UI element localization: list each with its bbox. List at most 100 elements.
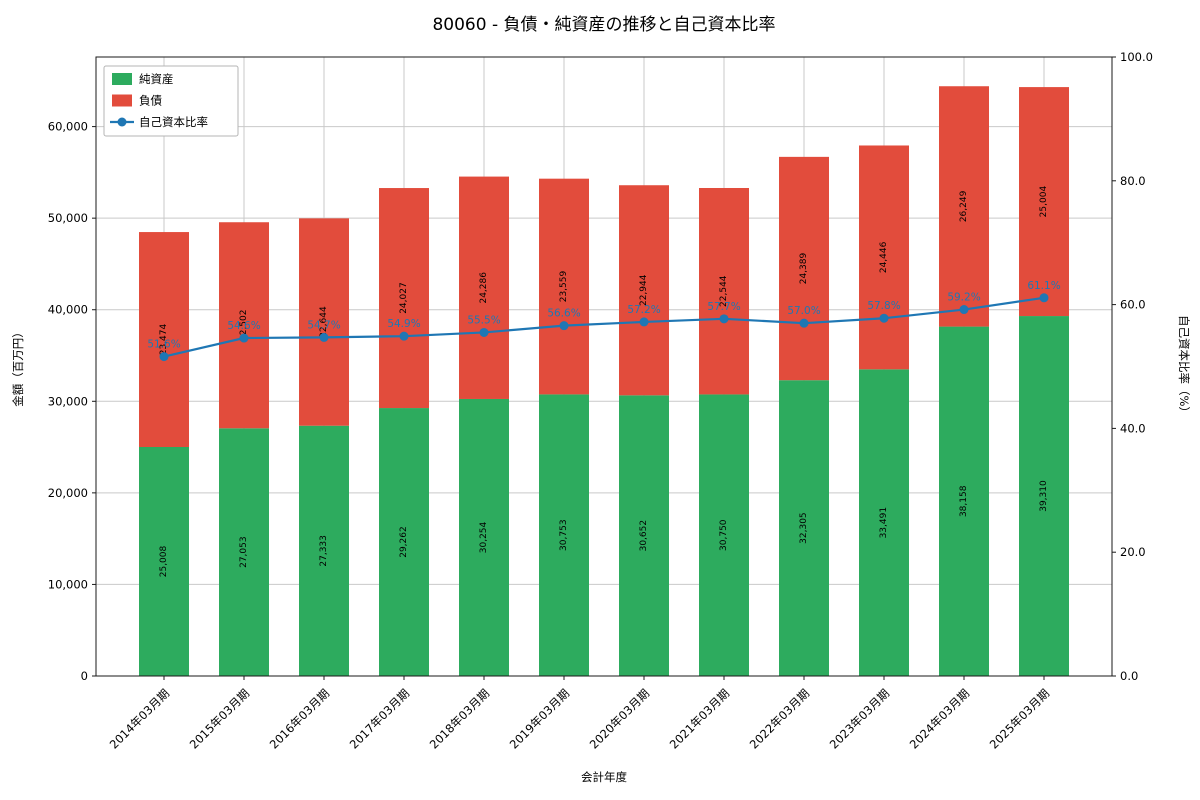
y-axis-right-tick-label: 0.0	[1120, 669, 1138, 683]
y-axis-left-tick-label: 30,000	[48, 394, 88, 408]
bar-segment-net-assets	[859, 369, 909, 676]
equity-ratio-marker	[239, 333, 249, 343]
y-axis-right-tick-label: 60.0	[1120, 298, 1146, 312]
x-axis-tick-label: 2023年03月期	[827, 686, 892, 751]
legend-label-net-assets: 純資産	[139, 72, 174, 86]
y-axis-left-tick-label: 10,000	[48, 577, 88, 591]
legend	[103, 65, 239, 137]
bar-value-label-net-assets: 29,262	[399, 526, 409, 558]
bar-value-label-net-assets: 27,333	[319, 535, 329, 567]
y-axis-right-tick-label: 80.0	[1120, 174, 1146, 188]
x-axis-tick-label: 2025年03月期	[987, 686, 1052, 751]
legend-label-equity-ratio: 自己資本比率	[139, 115, 208, 129]
equity-ratio-label: 61.1%	[1027, 280, 1060, 292]
bar-value-label-net-assets: 30,750	[719, 519, 729, 551]
bar-segment-liabilities	[379, 188, 429, 409]
plot-border	[95, 56, 1113, 677]
x-axis-tick-label: 2021年03月期	[667, 686, 732, 751]
bar-value-label-liabilities: 22,644	[319, 306, 329, 338]
equity-ratio-line	[163, 296, 1045, 358]
bar-value-label-liabilities: 25,004	[1039, 186, 1049, 218]
bar-segment-liabilities	[139, 232, 189, 448]
equity-ratio-marker	[1039, 293, 1049, 303]
bar-value-label-net-assets: 39,310	[1039, 480, 1049, 512]
y-axis-left-tick-label: 20,000	[48, 486, 88, 500]
bar-segment-net-assets	[379, 408, 429, 676]
equity-ratio-marker	[879, 313, 889, 323]
bar-value-label-liabilities: 22,544	[719, 275, 729, 307]
equity-ratio-label: 54.9%	[387, 318, 420, 330]
bar-value-label-liabilities: 22,502	[239, 310, 249, 342]
equity-ratio-label: 56.6%	[547, 308, 580, 320]
equity-ratio-label: 54.6%	[227, 320, 260, 332]
bar-value-label-liabilities: 26,249	[959, 190, 969, 222]
bar-segment-net-assets	[459, 398, 509, 676]
equity-ratio-label: 51.6%	[147, 339, 180, 351]
legend-label-liabilities: 負債	[139, 94, 162, 108]
x-axis-tick-label: 2017年03月期	[347, 686, 412, 751]
equity-ratio-marker	[719, 314, 729, 324]
bar-segment-net-assets	[939, 326, 989, 676]
y-axis-left-tick-label: 50,000	[48, 211, 88, 225]
equity-ratio-label: 57.2%	[627, 304, 660, 316]
x-axis-tick-label: 2018年03月期	[427, 686, 492, 751]
bar-segment-liabilities	[939, 86, 989, 327]
bar-value-label-liabilities: 24,389	[799, 253, 809, 285]
bar-segment-net-assets	[1019, 316, 1069, 676]
bar-value-label-net-assets: 30,753	[559, 519, 569, 551]
bar-segment-net-assets	[299, 425, 349, 676]
bar-value-label-net-assets: 27,053	[239, 536, 249, 568]
bar-segment-net-assets	[139, 447, 189, 676]
bar-value-label-liabilities: 24,027	[399, 282, 409, 314]
y-axis-right-tick-label: 40.0	[1120, 421, 1146, 435]
bar-segment-liabilities	[459, 176, 509, 399]
x-axis-tick-label: 2019年03月期	[507, 686, 572, 751]
equity-ratio-marker	[159, 352, 169, 362]
equity-ratio-label: 55.5%	[467, 314, 500, 326]
legend-swatch-liabilities	[112, 94, 132, 107]
equity-ratio-marker	[479, 327, 489, 337]
bar-value-label-liabilities: 24,446	[879, 241, 889, 273]
equity-ratio-label: 54.7%	[307, 319, 340, 331]
bar-segment-liabilities	[1019, 87, 1069, 317]
legend-marker-equity-ratio	[117, 117, 127, 127]
x-axis-tick-label: 2020年03月期	[587, 686, 652, 751]
y-axis-left-tick-label: 60,000	[48, 120, 88, 134]
chart-title: 80060 - 負債・純資産の推移と自己資本比率	[432, 15, 775, 35]
bar-segment-net-assets	[779, 380, 829, 676]
bar-value-label-net-assets: 30,254	[479, 521, 489, 553]
y-axis-right-tick-label: 20.0	[1120, 545, 1146, 559]
equity-ratio-label: 59.2%	[947, 292, 980, 304]
equity-ratio-label: 57.8%	[867, 300, 900, 312]
bar-value-label-net-assets: 32,305	[799, 512, 809, 544]
bar-segment-liabilities	[299, 218, 349, 426]
bar-segment-net-assets	[539, 394, 589, 676]
bar-value-label-liabilities: 23,474	[159, 324, 169, 356]
x-axis-tick-label: 2014年03月期	[107, 686, 172, 751]
x-axis-tick-label: 2022年03月期	[747, 686, 812, 751]
bar-segment-liabilities	[779, 156, 829, 381]
y-axis-right-title: 自己資本比率（%）	[1177, 315, 1191, 418]
bar-segment-liabilities	[859, 145, 909, 370]
bar-value-label-liabilities: 23,559	[559, 271, 569, 303]
equity-ratio-label: 57.7%	[707, 301, 740, 313]
bar-value-label-net-assets: 30,652	[639, 520, 649, 552]
equity-ratio-label: 57.0%	[787, 305, 820, 317]
y-axis-right-tick-label: 100.0	[1120, 50, 1153, 64]
bar-segment-net-assets	[219, 428, 269, 676]
equity-ratio-marker	[639, 317, 649, 327]
equity-ratio-marker	[959, 305, 969, 315]
bar-segment-liabilities	[619, 185, 669, 396]
plot-area: 25,008 23,474 27,053 22,502 27,333 22,644 29,2…	[11, 50, 1191, 784]
y-axis-left-tick-label: 0	[81, 669, 88, 683]
bar-segment-net-assets	[699, 394, 749, 676]
equity-ratio-marker	[319, 332, 329, 342]
equity-ratio-marker	[399, 331, 409, 341]
bar-value-label-net-assets: 38,158	[959, 485, 969, 517]
x-axis-tick-label: 2024年03月期	[907, 686, 972, 751]
x-axis-tick-label: 2016年03月期	[267, 686, 332, 751]
bar-segment-liabilities	[219, 222, 269, 429]
bar-value-label-net-assets: 25,008	[159, 545, 169, 577]
